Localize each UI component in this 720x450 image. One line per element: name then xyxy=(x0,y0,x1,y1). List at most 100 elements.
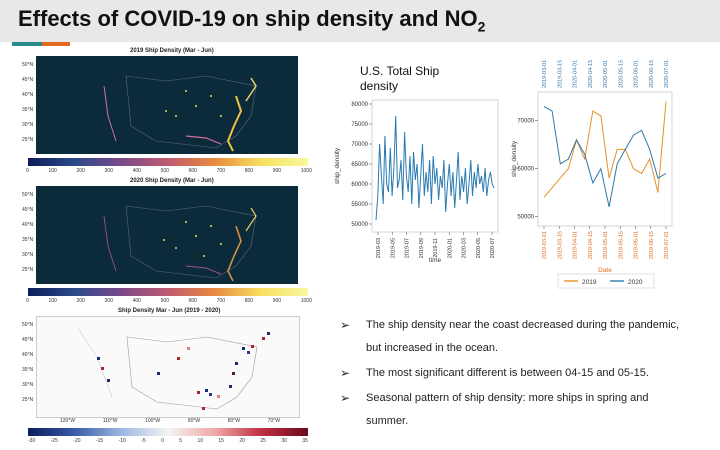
x-tick-label: 2019-07-01 xyxy=(664,231,670,259)
map1-colorbar-ticks: 0 100 200 300 400 500 600 700 800 900 1000 xyxy=(26,168,312,174)
lat-label: 45°N xyxy=(22,77,34,83)
map1-title: 2019 Ship Density (Mar - Jun) xyxy=(130,48,214,54)
top-tick-label: 2020-06-15 xyxy=(649,60,655,88)
colorbar-tick: 800 xyxy=(244,298,254,304)
chart1-title: U.S. Total Ship density xyxy=(360,64,440,93)
x-tick-label: 2020-07 xyxy=(490,238,496,258)
colorbar-tick: 1000 xyxy=(300,168,312,174)
map3-colorbar xyxy=(28,428,308,436)
x-tick-label: 2020-03 xyxy=(462,238,468,258)
map2-colorbar-ticks: 0 100 200 300 400 500 600 700 800 900 1000 xyxy=(26,298,312,304)
lat-label: 25°N xyxy=(22,397,34,403)
colorbar-tick: -30 xyxy=(28,438,36,444)
colorbar-tick: 600 xyxy=(188,298,197,304)
x-tick-label: 2019-11 xyxy=(433,238,439,258)
y-tick-label: 60000 xyxy=(517,167,534,173)
series-line-2020 xyxy=(543,105,667,208)
y-tick-label: 50000 xyxy=(517,214,534,220)
y-axis-label: ship_density xyxy=(334,147,341,184)
colorbar-tick: 1000 xyxy=(300,298,312,304)
lat-label: 35°N xyxy=(22,237,34,243)
colorbar-tick: 300 xyxy=(104,298,113,304)
colorbar-tick: 200 xyxy=(76,298,85,304)
lat-label: 40°N xyxy=(22,222,34,228)
map2-colorbar xyxy=(28,288,308,296)
x-tick-label: 2019-05 xyxy=(390,238,396,258)
bullet-item: ➢ The most significant different is betwe… xyxy=(340,362,680,385)
bullet-text: The ship density near the coast decrease… xyxy=(366,319,680,354)
lat-label: 45°N xyxy=(22,207,34,213)
legend-box xyxy=(557,273,655,289)
x-tick-label: 2020-01 xyxy=(447,238,453,258)
colorbar-tick: -5 xyxy=(141,438,146,444)
bullet-arrow-icon: ➢ xyxy=(340,391,351,405)
slide-title-subscript: 2 xyxy=(477,18,486,35)
top-tick-label: 2019-03-15 xyxy=(557,60,563,88)
y-tick-label: 60000 xyxy=(351,182,368,188)
bullet-arrow-icon: ➢ xyxy=(340,318,351,332)
x-axis-label: Date xyxy=(598,267,612,274)
colorbar-tick: 300 xyxy=(104,168,113,174)
x-tick-label: 2019-06-01 xyxy=(634,231,640,259)
x-axis-label: time xyxy=(429,257,442,264)
colorbar-tick: 0 xyxy=(161,438,164,444)
accent-bar-teal xyxy=(12,42,42,46)
map3-lat-axis: 50°N 45°N 40°N 35°N 30°N 25°N xyxy=(22,318,33,408)
lat-label: 30°N xyxy=(22,252,34,258)
x-tick-label: 2020-05 xyxy=(476,238,482,258)
lat-label: 40°N xyxy=(22,352,34,358)
y-tick-label: 70000 xyxy=(351,142,368,148)
lat-label: 40°N xyxy=(22,92,34,98)
top-tick-label: 2020-04-15 xyxy=(588,60,594,88)
top-tick-label: 2020-06-01 xyxy=(634,60,640,88)
colorbar-tick: 30 xyxy=(281,438,287,444)
colorbar-tick: 15 xyxy=(218,438,224,444)
map-difference-graphic xyxy=(76,326,270,410)
map-2020-graphic xyxy=(103,205,257,282)
lat-label: 35°N xyxy=(22,107,34,113)
x-tick-label: 2019-09 xyxy=(419,238,425,258)
map-2019-ship-density xyxy=(36,56,298,154)
colorbar-tick: 900 xyxy=(272,298,282,304)
colorbar-tick: -10 xyxy=(118,438,126,444)
lat-label: 50°N xyxy=(22,192,34,198)
top-tick-label: 2019-03-01 xyxy=(542,60,548,88)
lon-label: 70°W xyxy=(267,418,280,424)
lat-label: 25°N xyxy=(22,267,34,273)
title-bar xyxy=(0,0,720,42)
lat-label: 25°N xyxy=(22,137,34,143)
lon-label: 90°W xyxy=(187,418,201,424)
x-tick-label: 2019-03-15 xyxy=(557,231,563,259)
lat-label: 30°N xyxy=(22,122,34,128)
y-tick-label: 80000 xyxy=(351,102,368,108)
top-tick-label: 2020-04-01 xyxy=(573,60,579,88)
colorbar-tick: 500 xyxy=(160,298,169,304)
lon-label: 120°W xyxy=(60,418,76,424)
x-tick-label: 2019-07 xyxy=(405,238,411,258)
map2-lat-axis: 50°N 45°N 40°N 35°N 30°N 25°N xyxy=(22,188,33,278)
colorbar-tick: 800 xyxy=(244,168,254,174)
x-tick-label: 2019-04-15 xyxy=(588,231,594,259)
colorbar-tick: 100 xyxy=(48,298,57,304)
colorbar-tick: 600 xyxy=(188,168,197,174)
series-line xyxy=(375,115,495,221)
slide-title-text: Effects of COVID-19 on ship density and … xyxy=(18,6,478,31)
map-difference xyxy=(36,316,300,418)
colorbar-tick: 35 xyxy=(302,438,308,444)
colorbar-tick: 200 xyxy=(76,168,85,174)
colorbar-tick: 0 xyxy=(26,298,29,304)
colorbar-tick: 20 xyxy=(239,438,245,444)
y-tick-label: 55000 xyxy=(351,202,368,208)
top-tick-label: 2020-05-15 xyxy=(618,60,624,88)
bullet-text: Seasonal pattern of ship density: more s… xyxy=(366,392,649,427)
y-axis-label: ship_density xyxy=(511,140,518,177)
slide-title: Effects of COVID-19 on ship density and … xyxy=(18,6,485,34)
y-tick-label: 50000 xyxy=(351,222,368,228)
map1-colorbar xyxy=(28,158,308,166)
lat-label: 50°N xyxy=(22,62,34,68)
plot-frame xyxy=(537,91,673,227)
accent-bar-orange xyxy=(42,42,70,46)
colorbar-tick: 0 xyxy=(26,168,29,174)
colorbar-tick: -15 xyxy=(95,438,104,444)
bullet-text: The most significant different is betwee… xyxy=(366,367,649,379)
